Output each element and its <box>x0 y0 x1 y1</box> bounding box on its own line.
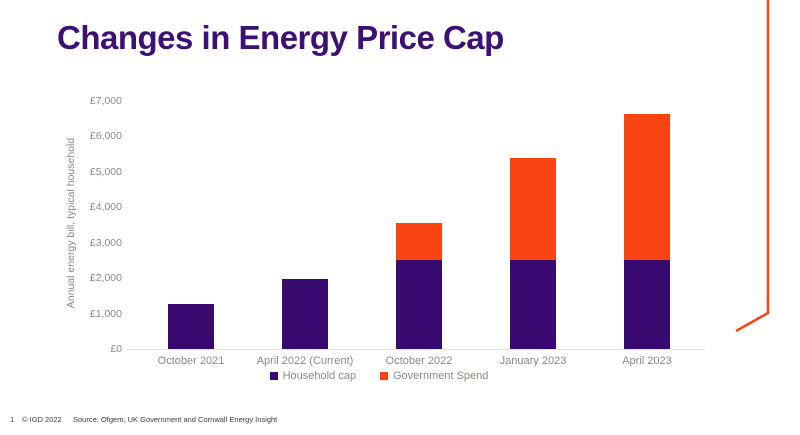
y-tick-label: £5,000 <box>89 165 122 178</box>
y-tick-label: £7,000 <box>89 94 122 107</box>
x-axis-label: April 2023 <box>622 355 672 367</box>
legend-label: Government Spend <box>393 370 489 382</box>
slide-footer: 1 © IGD 2022 Source: Ofgem, UK Governmen… <box>0 415 800 429</box>
bar-segment-government-spend-4 <box>510 158 556 260</box>
x-axis-label: April 2022 (Current) <box>256 355 354 367</box>
bar-segment-government-spend-3 <box>396 223 442 260</box>
legend-swatch-icon <box>269 372 278 380</box>
bar-segment-government-spend-5 <box>624 114 670 260</box>
y-tick-label: £6,000 <box>89 130 122 142</box>
bar-segment-household-cap-4 <box>510 260 556 349</box>
y-tick-label: £0 <box>110 343 122 355</box>
y-tick-label: £2,000 <box>89 272 122 284</box>
bar-segment-household-cap-2 <box>282 279 328 349</box>
chart-legend: Household cap Government Spend <box>0 370 758 382</box>
y-tick-label: £3,000 <box>89 236 122 249</box>
source-text: Source: Ofgem, UK Government and Cornwal… <box>73 415 278 424</box>
y-axis-title: Annual energy bill, typical household <box>65 137 77 309</box>
bar-segment-household-cap-3 <box>396 260 442 349</box>
x-axis-label: October 2021 <box>157 355 225 367</box>
legend-item-household-cap: Household cap <box>269 370 356 382</box>
page-title: Changes in Energy Price Cap <box>57 19 504 56</box>
legend-item-government-spend: Government Spend <box>380 370 488 382</box>
x-axis-label: January 2023 <box>499 355 567 367</box>
y-tick-label: £1,000 <box>89 307 122 320</box>
x-axis-line <box>127 349 705 350</box>
page-number: 1 <box>10 415 15 424</box>
bar-segment-household-cap-5 <box>624 260 670 349</box>
copyright-text: © IGD 2022 <box>22 415 62 424</box>
legend-swatch-icon <box>380 372 388 380</box>
x-axis-label: October 2022 <box>385 355 453 367</box>
y-tick-label: £4,000 <box>89 201 122 213</box>
legend-label: Household cap <box>282 370 356 382</box>
bar-segment-household-cap-1 <box>168 304 214 349</box>
